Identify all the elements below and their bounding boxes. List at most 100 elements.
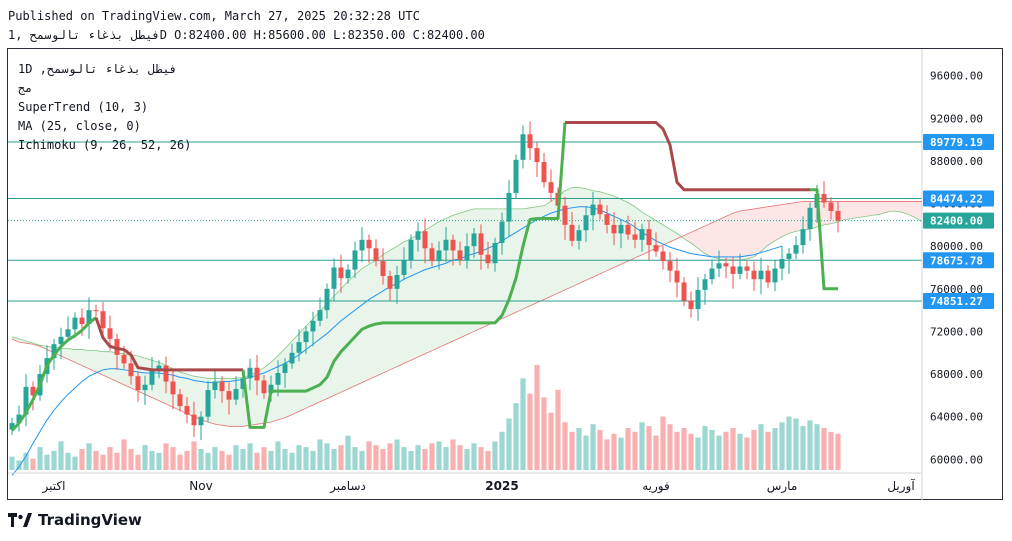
candle-body — [821, 193, 827, 203]
volume-bar — [436, 441, 442, 470]
volume-bar — [338, 445, 344, 470]
volume-bar — [499, 431, 505, 470]
legend-supertrend[interactable]: SuperTrend (10, 3) — [18, 100, 149, 114]
ichimoku-cloud-segment — [460, 211, 467, 338]
volume-bar — [191, 441, 197, 470]
volume-bar — [674, 431, 680, 470]
candle-body — [114, 338, 120, 355]
ohlc-line: فيطل بذغاء تالوسمح ,1D O:82400.00 H:8560… — [8, 28, 485, 42]
price-axis-badge-label: 89779.19 — [930, 136, 983, 149]
candle-body — [212, 381, 218, 391]
candle-body — [170, 381, 176, 395]
price-axis-badge — [923, 293, 994, 310]
candle-body — [359, 239, 365, 251]
volume-bar — [170, 447, 176, 470]
time-tick-label: فوريه — [642, 479, 670, 494]
volume-bar — [555, 389, 561, 470]
ichimoku-cloud-segment — [572, 187, 579, 287]
price-axis-badge-label: 84474.22 — [930, 192, 983, 205]
ichimoku-cloud-segment — [551, 196, 558, 297]
volume-bar — [198, 449, 204, 470]
volume-bar — [772, 428, 778, 470]
candle-body — [751, 270, 757, 280]
candle-body — [611, 224, 617, 234]
candle-body — [331, 267, 337, 289]
ichimoku-cloud-segment — [859, 201, 866, 218]
ichimoku-cloud-segment — [740, 209, 747, 261]
volume-bar — [100, 454, 106, 470]
ichimoku-cloud-segment — [698, 225, 705, 254]
ichimoku-cloud-segment — [82, 349, 89, 369]
volume-bar — [128, 449, 134, 470]
volume-bar — [261, 447, 267, 470]
candle-body — [345, 269, 351, 279]
volume-bar — [58, 441, 64, 470]
ichimoku-cloud-segment — [313, 311, 320, 405]
volume-bar — [716, 435, 722, 470]
ichimoku-cloud-segment — [89, 350, 96, 372]
price-tick-label: 96000.00 — [930, 70, 983, 83]
volume-bar — [268, 450, 274, 470]
candle-body — [324, 288, 330, 311]
price-axis-badge — [923, 190, 994, 207]
ichimoku-cloud-segment — [747, 208, 754, 259]
candle-body — [240, 378, 246, 389]
candle-body — [786, 253, 792, 259]
candle-body — [422, 231, 428, 249]
candle-body — [9, 423, 15, 430]
supertrend-down-line — [94, 317, 243, 372]
candle-body — [779, 258, 785, 269]
candle-body — [639, 229, 645, 240]
legend-ma[interactable]: MA (25, close, 0) — [18, 119, 141, 133]
volume-bar — [681, 428, 687, 470]
ichimoku-cloud-segment — [901, 201, 908, 215]
ichimoku-cloud-segment — [271, 355, 278, 423]
volume-bar — [44, 454, 50, 470]
ichimoku-cloud-segment — [719, 216, 726, 261]
volume-bar — [408, 450, 414, 470]
ichimoku-cloud-segment — [439, 218, 446, 348]
ichimoku-cloud-segment — [446, 215, 453, 345]
price-axis-badge — [923, 212, 994, 229]
volume-bar — [765, 431, 771, 470]
ichimoku-cloud-segment — [607, 193, 614, 271]
price-tick-label: 68000.00 — [930, 368, 983, 381]
volume-bar — [548, 412, 554, 470]
time-tick-label: Nov — [189, 479, 212, 493]
price-axis-badge — [923, 252, 994, 269]
volume-bar — [275, 441, 281, 470]
candle-body — [268, 384, 274, 394]
candle-body — [765, 270, 771, 283]
candle-body — [562, 205, 568, 225]
chart-frame[interactable] — [7, 48, 1003, 500]
volume-bar — [233, 445, 239, 470]
supertrend-down-line — [565, 121, 810, 192]
price-axis-badge — [923, 133, 994, 150]
candle-body — [156, 365, 162, 370]
candle-body — [23, 386, 29, 415]
ichimoku-cloud-segment — [544, 201, 551, 300]
ichimoku-cloud-segment — [285, 341, 292, 418]
volume-bar — [240, 449, 246, 470]
candle-body — [184, 406, 190, 415]
volume-bar — [331, 449, 337, 470]
volume-bar — [366, 441, 372, 470]
volume-bar — [597, 429, 603, 470]
candle-body — [226, 391, 232, 400]
price-tick-label: 60000.00 — [930, 453, 983, 466]
candle-body — [163, 365, 169, 382]
volume-bar — [583, 435, 589, 470]
candle-body — [373, 248, 379, 262]
volume-bar — [779, 422, 785, 470]
ichimoku-cloud-segment — [894, 201, 901, 213]
price-tick-label: 76000.00 — [930, 283, 983, 296]
legend-ichimoku[interactable]: Ichimoku (9, 26, 52, 26) — [18, 138, 192, 152]
candle-body — [828, 202, 834, 212]
volume-bar — [520, 378, 526, 470]
ichimoku-cloud-segment — [348, 274, 355, 389]
ichimoku-cloud-segment — [789, 202, 796, 234]
volume-bar — [814, 424, 820, 470]
published-line: Published on TradingView.com, March 27, … — [8, 9, 420, 23]
supertrend-up-line — [810, 188, 838, 291]
